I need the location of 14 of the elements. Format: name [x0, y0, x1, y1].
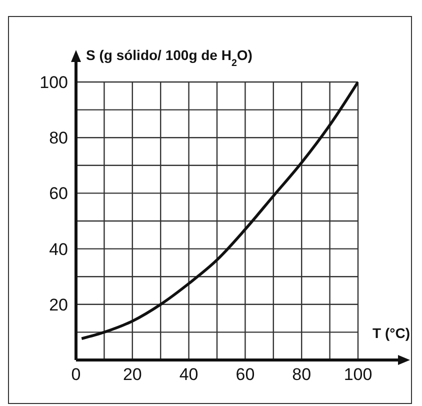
x-tick-label: 80 — [292, 365, 312, 384]
x-tick-label: 60 — [236, 365, 255, 384]
x-axis-title: T (°C) — [372, 325, 410, 341]
y-tick-label: 40 — [49, 240, 68, 259]
line-series — [80, 82, 358, 340]
y-tick-label: 80 — [49, 128, 68, 148]
y-tick-label: 100 — [40, 73, 68, 92]
x-tick-label: 20 — [122, 365, 142, 384]
x-tick-label: 0 — [71, 365, 81, 384]
y-axis-title: S (g sólido/ 100g de H$_{2}$O) — [86, 47, 252, 68]
x-tick-label: 40 — [179, 365, 198, 384]
y-tick-label: 60 — [49, 184, 68, 204]
x-tick-label: 100 — [344, 365, 372, 384]
y-tick-label: 20 — [49, 295, 68, 314]
